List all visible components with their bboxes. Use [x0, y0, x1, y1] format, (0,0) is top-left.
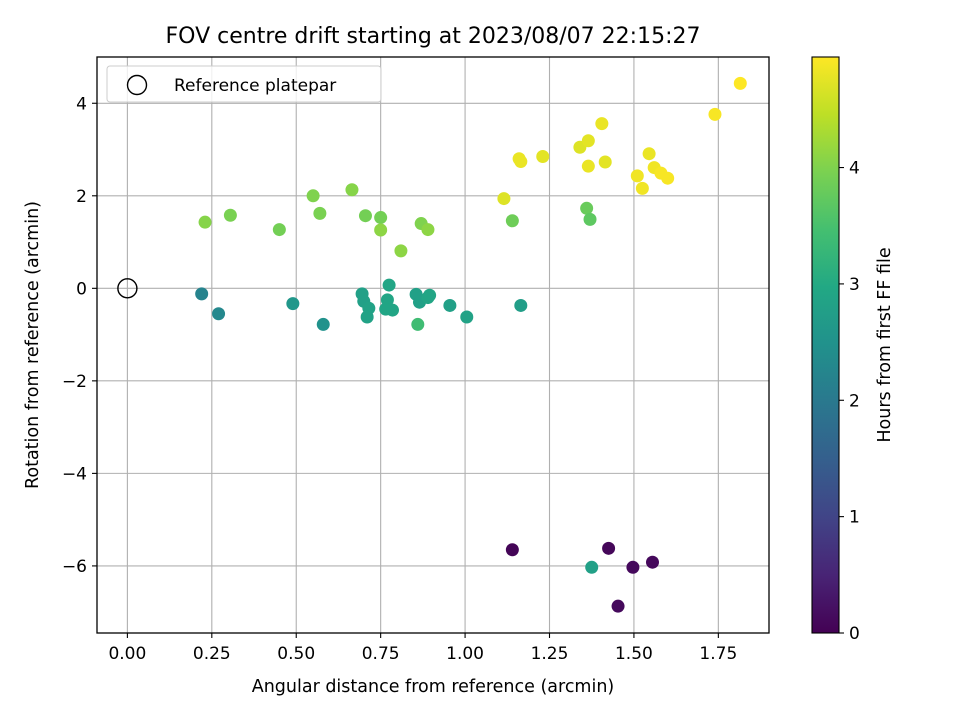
data-point	[223, 208, 237, 222]
data-point	[385, 303, 399, 317]
data-point	[316, 317, 330, 331]
data-point	[645, 555, 659, 569]
colorbar-ticks: 0 1 2 3 4	[839, 159, 860, 644]
data-point	[581, 159, 595, 173]
chart-title: FOV centre drift starting at 2023/08/07 …	[166, 24, 701, 49]
data-point	[306, 189, 320, 203]
data-point	[661, 171, 675, 185]
legend-box	[106, 65, 382, 103]
data-point	[272, 223, 286, 237]
data-point	[382, 278, 396, 292]
data-point	[642, 147, 656, 161]
data-point	[313, 206, 327, 220]
y-tick-label: −6	[62, 557, 87, 577]
y-tick-label: 4	[76, 94, 87, 114]
y-tick-label: −2	[62, 372, 87, 392]
data-point	[626, 560, 640, 574]
data-point	[374, 211, 388, 225]
data-point	[580, 201, 594, 215]
colorbar-tick-label: 4	[849, 159, 860, 179]
colorbar-tick-label: 3	[849, 275, 860, 295]
data-point	[514, 298, 528, 312]
data-point	[345, 183, 359, 197]
grid	[97, 57, 769, 633]
y-axis-ticks: −6 −4 −2 0 2 4	[62, 94, 97, 577]
x-tick-label: 0.00	[108, 644, 146, 664]
x-axis-label: Angular distance from reference (arcmin)	[252, 677, 615, 697]
legend-marker-icon	[126, 74, 148, 96]
colorbar-label: Hours from first FF file	[875, 247, 895, 442]
x-tick-label: 1.25	[531, 644, 569, 664]
data-points	[195, 76, 747, 613]
legend-label: Reference platepar	[174, 76, 336, 96]
colorbar-tick-label: 0	[849, 624, 860, 644]
data-point	[514, 155, 528, 169]
data-point	[360, 310, 374, 324]
y-tick-label: 2	[76, 187, 87, 207]
data-point	[581, 134, 595, 148]
data-point	[505, 543, 519, 557]
colorbar-tick-label: 2	[849, 391, 860, 411]
x-tick-label: 1.00	[446, 644, 484, 664]
plot-frame	[96, 56, 770, 634]
x-tick-label: 0.25	[193, 644, 231, 664]
data-point	[505, 214, 519, 228]
data-point	[195, 287, 209, 301]
data-point	[630, 169, 644, 183]
data-point	[602, 541, 616, 555]
data-point	[611, 599, 625, 613]
data-point	[358, 209, 372, 223]
data-point	[598, 155, 612, 169]
data-point	[583, 212, 597, 226]
data-point	[595, 117, 609, 131]
x-tick-label: 0.50	[277, 644, 315, 664]
data-point	[374, 223, 388, 237]
data-point	[708, 107, 722, 121]
y-axis-label: Rotation from reference (arcmin)	[23, 201, 43, 489]
y-tick-label: 0	[76, 279, 87, 299]
x-tick-label: 1.50	[615, 644, 653, 664]
x-tick-label: 1.75	[699, 644, 737, 664]
reference-platepar-marker	[117, 278, 138, 299]
data-point	[421, 223, 435, 237]
colorbar	[811, 56, 840, 634]
data-point	[635, 181, 649, 195]
data-point	[286, 297, 300, 311]
data-point	[443, 298, 457, 312]
legend: Reference platepar	[106, 65, 382, 103]
data-point	[460, 310, 474, 324]
y-tick-label: −4	[62, 464, 87, 484]
data-point	[212, 307, 226, 321]
data-point	[423, 288, 437, 302]
data-point	[198, 215, 212, 229]
data-point	[411, 317, 425, 331]
data-point	[585, 560, 599, 574]
colorbar-tick-label: 1	[849, 508, 860, 528]
x-axis-ticks: 0.00 0.25 0.50 0.75 1.00 1.25 1.50 1.75	[108, 633, 737, 664]
reference-marker-group	[117, 278, 138, 299]
data-point	[394, 244, 408, 258]
data-point	[536, 149, 550, 163]
data-point	[733, 76, 747, 90]
x-tick-label: 0.75	[362, 644, 400, 664]
data-point	[497, 192, 511, 206]
